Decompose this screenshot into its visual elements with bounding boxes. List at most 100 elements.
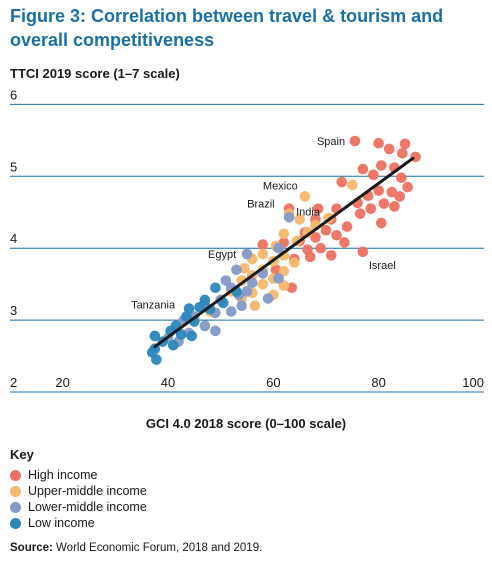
point-lower-middle-income xyxy=(225,306,237,317)
point-upper-middle-income xyxy=(299,191,311,202)
annotation-label: Israel xyxy=(369,260,396,272)
point-high-income xyxy=(257,239,269,250)
y-tick-label: 4 xyxy=(10,231,17,246)
point-low-income xyxy=(186,330,197,342)
point-high-income xyxy=(349,135,361,147)
grid-lines xyxy=(10,103,484,393)
point-high-income xyxy=(383,143,395,155)
point-high-income xyxy=(394,191,406,202)
y-tick-labels: 2 3 4 5 6 xyxy=(10,90,17,390)
key-title: Key xyxy=(10,447,34,462)
annotation-label: Spain xyxy=(317,136,345,148)
point-high-income xyxy=(373,137,384,149)
y-tick-label: 2 xyxy=(10,375,17,390)
data-points xyxy=(146,135,421,365)
point-low-income xyxy=(175,329,187,340)
source-label: Source: xyxy=(10,542,53,554)
x-tick-label: 60 xyxy=(266,375,280,390)
x-axis-label: GCI 4.0 2018 score (0–100 scale) xyxy=(145,416,347,431)
annotation-label: Mexico xyxy=(263,180,298,192)
point-upper-middle-income xyxy=(278,228,290,240)
point-high-income xyxy=(376,160,387,171)
x-tick-label: 100 xyxy=(462,375,484,390)
scatter-chart: 2 3 4 5 6 20 40 60 80 100 Spain Mexico Brazil India… xyxy=(10,90,484,393)
point-lower-middle-income xyxy=(241,286,253,297)
point-high-income xyxy=(325,250,337,261)
point-high-income xyxy=(331,229,342,241)
point-lower-middle-income xyxy=(241,248,253,260)
point-high-income xyxy=(386,186,398,198)
point-lower-middle-income xyxy=(199,320,211,332)
point-low-income xyxy=(167,339,179,351)
legend-swatch xyxy=(10,485,21,497)
point-high-income xyxy=(376,217,387,229)
point-high-income xyxy=(304,251,316,263)
point-high-income xyxy=(312,203,324,214)
point-upper-middle-income xyxy=(347,179,358,191)
point-lower-middle-income xyxy=(262,293,274,304)
legend-item: Lower-middle income xyxy=(10,499,147,515)
legend-item: Low income xyxy=(10,515,147,531)
point-high-income xyxy=(399,138,411,150)
legend-swatch xyxy=(10,501,21,513)
point-high-income xyxy=(397,147,408,159)
source-text: World Economic Forum, 2018 and 2019. xyxy=(56,542,263,554)
point-upper-middle-income xyxy=(249,300,261,312)
point-high-income xyxy=(310,232,321,243)
legend-label: High income xyxy=(28,468,98,482)
legend-label: Low income xyxy=(28,516,95,530)
point-high-income xyxy=(320,224,332,236)
trendline-group xyxy=(153,156,415,349)
legend-swatch xyxy=(10,469,21,481)
point-upper-middle-income xyxy=(289,257,300,268)
point-high-income xyxy=(389,201,400,212)
x-tick-labels: 20 40 60 80 100 xyxy=(55,375,484,390)
point-high-income xyxy=(378,198,390,209)
point-high-income xyxy=(339,237,350,248)
x-tick-label: 40 xyxy=(161,375,175,390)
x-tick-label: 20 xyxy=(55,375,69,390)
legend-label: Lower-middle income xyxy=(28,500,147,514)
annotation-label: Brazil xyxy=(247,199,275,211)
point-upper-middle-income xyxy=(236,275,248,286)
point-lower-middle-income xyxy=(231,264,242,276)
y-tick-label: 5 xyxy=(10,159,17,174)
point-lower-middle-income xyxy=(246,277,258,289)
point-high-income xyxy=(354,208,366,219)
legend-label: Upper-middle income xyxy=(28,484,147,498)
point-high-income xyxy=(315,242,327,254)
point-lower-middle-income xyxy=(273,242,284,254)
trendline xyxy=(153,156,415,349)
annotations: Spain Mexico Brazil India Egypt Israel Tanzani… xyxy=(131,136,396,312)
point-low-income xyxy=(149,330,161,342)
figure-title: Figure 3: Correlation between travel & t… xyxy=(10,6,444,50)
point-upper-middle-income xyxy=(257,248,269,260)
point-low-income xyxy=(151,354,162,365)
point-high-income xyxy=(336,176,348,188)
x-tick-label: 80 xyxy=(371,375,385,390)
point-upper-middle-income xyxy=(294,214,305,225)
annotation-label: Tanzania xyxy=(131,300,176,312)
point-high-income xyxy=(373,185,384,196)
point-high-income xyxy=(357,163,369,175)
point-high-income xyxy=(368,169,379,181)
y-tick-label: 3 xyxy=(10,303,17,318)
point-lower-middle-income xyxy=(236,300,248,312)
point-low-income xyxy=(181,311,192,322)
point-high-income xyxy=(357,246,369,258)
point-high-income xyxy=(402,181,413,193)
point-lower-middle-income xyxy=(273,273,284,284)
point-lower-middle-income xyxy=(283,211,295,223)
point-low-income xyxy=(210,282,221,294)
y-axis-label: TTCI 2019 score (1–7 scale) xyxy=(10,66,180,81)
source-note: Source: World Economic Forum, 2018 and 2… xyxy=(10,542,262,554)
point-high-income xyxy=(270,264,282,276)
point-high-income xyxy=(365,203,377,214)
annotation-label: Egypt xyxy=(208,249,236,261)
point-upper-middle-income xyxy=(257,278,269,290)
point-upper-middle-income xyxy=(239,263,250,274)
y-tick-label: 6 xyxy=(10,90,17,102)
legend: High income Upper-middle income Lower-midd… xyxy=(10,467,147,531)
point-lower-middle-income xyxy=(210,325,221,337)
legend-item: High income xyxy=(10,467,147,483)
